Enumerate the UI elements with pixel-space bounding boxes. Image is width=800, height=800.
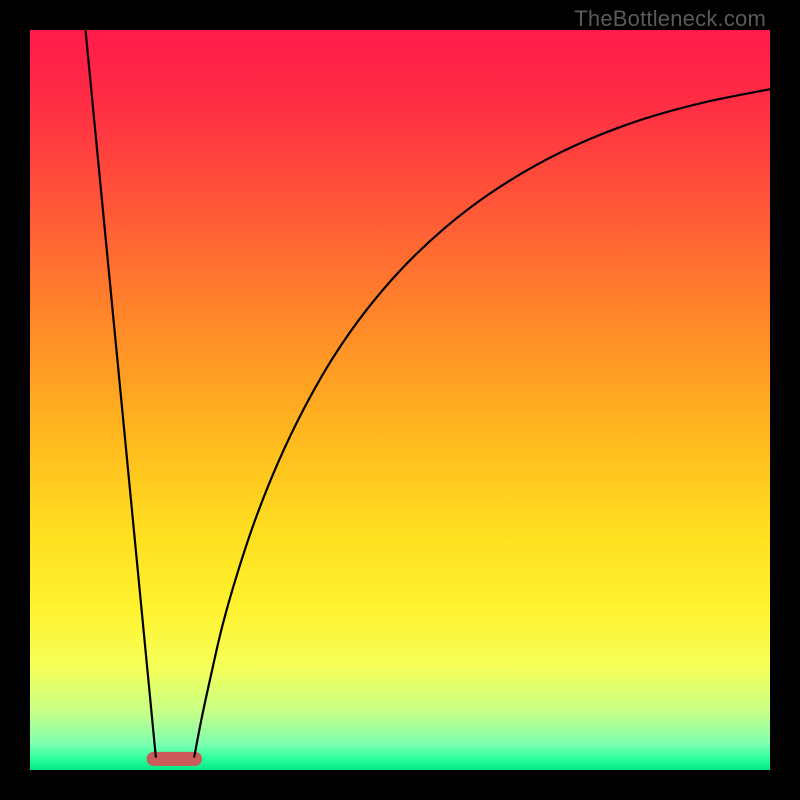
chart-canvas — [30, 30, 770, 770]
watermark-text: TheBottleneck.com — [574, 6, 766, 32]
gradient-background — [30, 30, 770, 770]
bottleneck-chart — [30, 30, 770, 770]
